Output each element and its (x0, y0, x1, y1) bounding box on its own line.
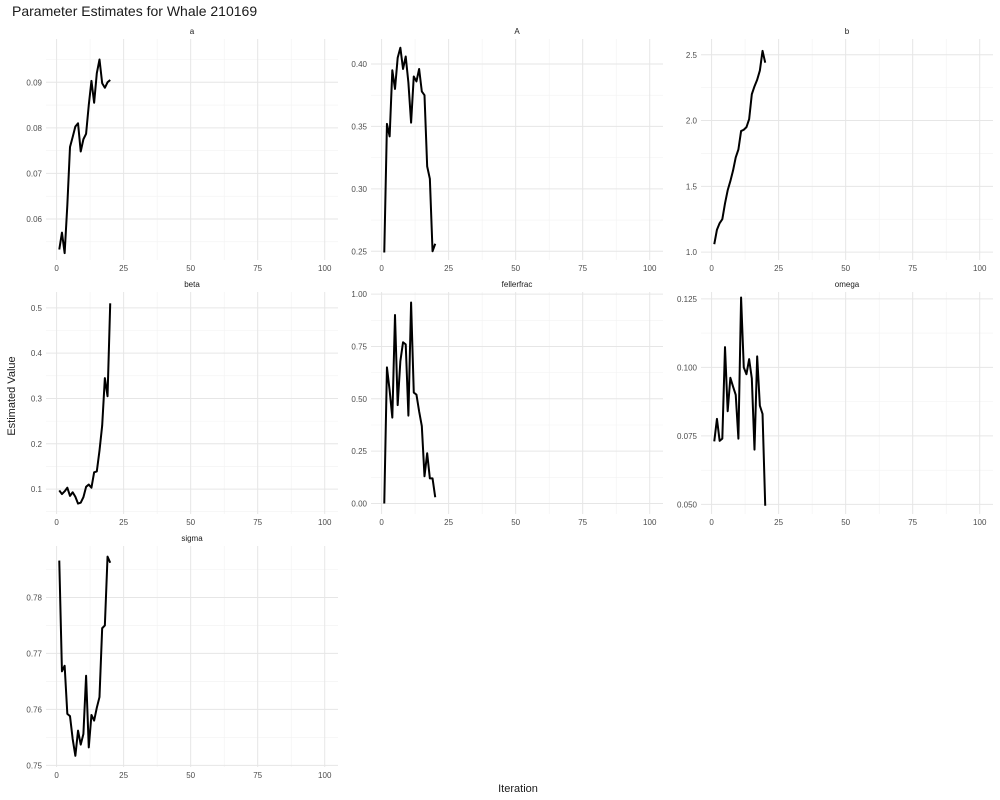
x-tick-label: 50 (841, 264, 850, 273)
y-tick-label: 1.0 (686, 248, 698, 257)
series-line-omega (713, 296, 767, 506)
facet-strip-label: A (514, 27, 520, 36)
y-tick-label: 2.0 (686, 117, 698, 126)
x-tick-label: 75 (908, 518, 917, 527)
x-tick-label: 0 (54, 771, 59, 780)
series-line-fellerfrac (383, 301, 437, 504)
facet-strip-label: beta (184, 280, 200, 289)
y-tick-label: 0.100 (677, 363, 698, 372)
facet-panel-omega: 0 25 50 75 100 0.050 0.075 0.100 0.125 omega (677, 280, 993, 527)
x-tick-label: 25 (444, 518, 453, 527)
x-tick-label: 0 (709, 518, 714, 527)
facet-strip-label: fellerfrac (502, 280, 533, 289)
x-tick-label: 75 (578, 518, 587, 527)
y-tick-label: 0.40 (351, 60, 367, 69)
y-tick-label: 0.76 (26, 705, 42, 714)
facet-panel-beta: 0 25 50 75 100 0.1 0.2 0.3 0.4 0.5 beta (31, 280, 338, 527)
y-tick-label: 0.30 (351, 185, 367, 194)
facet-strip-label: sigma (181, 534, 203, 543)
y-tick-label: 0.50 (351, 395, 367, 404)
x-tick-label: 25 (774, 518, 783, 527)
facet-strip-label: a (190, 27, 195, 36)
x-tick-label: 50 (186, 771, 195, 780)
x-tick-label: 50 (511, 518, 520, 527)
x-tick-label: 25 (444, 264, 453, 273)
series-line-beta (58, 303, 112, 505)
y-tick-label: 0.35 (351, 122, 367, 131)
facet-strip-label: b (845, 27, 850, 36)
facet-panel-a: 0 25 50 75 100 0.06 0.07 0.08 0.09 a (26, 27, 338, 273)
x-tick-label: 75 (578, 264, 587, 273)
x-tick-label: 100 (973, 518, 987, 527)
x-tick-label: 50 (841, 518, 850, 527)
x-tick-label: 0 (379, 264, 384, 273)
y-tick-label: 0.4 (31, 349, 43, 358)
x-tick-label: 100 (318, 264, 332, 273)
x-tick-label: 100 (643, 518, 657, 527)
x-tick-label: 50 (186, 518, 195, 527)
x-tick-label: 50 (186, 264, 195, 273)
y-tick-label: 0.125 (677, 295, 698, 304)
y-tick-label: 0.09 (26, 78, 42, 87)
x-tick-label: 100 (318, 518, 332, 527)
x-tick-label: 25 (119, 771, 128, 780)
x-tick-label: 0 (54, 264, 59, 273)
y-tick-label: 0.2 (31, 440, 43, 449)
x-tick-label: 25 (119, 518, 128, 527)
x-tick-label: 0 (379, 518, 384, 527)
y-tick-label: 0.06 (26, 215, 42, 224)
y-tick-label: 0.00 (351, 500, 367, 509)
y-tick-label: 0.77 (26, 649, 42, 658)
y-tick-label: 0.050 (677, 500, 698, 509)
series-line-A (383, 46, 437, 253)
facet-panel-A: 0 25 50 75 100 0.25 0.30 0.35 0.40 A (351, 27, 663, 273)
y-tick-label: 0.75 (26, 761, 42, 770)
y-tick-label: 0.78 (26, 593, 42, 602)
facet-panel-b: 0 25 50 75 100 1.0 1.5 2.0 2.5 b (686, 27, 993, 273)
x-tick-label: 100 (973, 264, 987, 273)
series-line-a (58, 58, 111, 255)
x-tick-label: 0 (54, 518, 59, 527)
facet-panel-sigma: 0 25 50 75 100 0.75 0.76 0.77 0.78 sigma (26, 534, 338, 780)
series-line-sigma (58, 555, 112, 757)
y-tick-label: 0.075 (677, 432, 698, 441)
series-line-b (713, 49, 767, 245)
x-tick-label: 75 (253, 771, 262, 780)
x-tick-label: 100 (643, 264, 657, 273)
y-tick-label: 0.5 (31, 304, 43, 313)
x-tick-label: 100 (318, 771, 332, 780)
facet-strip-label: omega (835, 280, 860, 289)
x-axis-title: Iteration (498, 783, 538, 795)
facet-panel-fellerfrac: 0 25 50 75 100 0.00 0.25 0.50 0.75 1.00 fellerfrac (351, 280, 663, 527)
x-tick-label: 75 (908, 264, 917, 273)
x-tick-label: 75 (253, 264, 262, 273)
y-tick-label: 1.00 (351, 290, 367, 299)
x-tick-label: 0 (709, 264, 714, 273)
x-tick-label: 50 (511, 264, 520, 273)
y-tick-label: 0.75 (351, 342, 367, 351)
y-tick-label: 0.3 (31, 394, 43, 403)
y-tick-label: 2.5 (686, 51, 698, 60)
x-tick-label: 75 (253, 518, 262, 527)
y-tick-label: 1.5 (686, 182, 698, 191)
x-tick-label: 25 (774, 264, 783, 273)
chart-title: Parameter Estimates for Whale 210169 (12, 3, 258, 19)
x-tick-label: 25 (119, 264, 128, 273)
y-tick-label: 0.25 (351, 447, 367, 456)
y-tick-label: 0.1 (31, 485, 43, 494)
y-tick-label: 0.07 (26, 169, 42, 178)
y-tick-label: 0.25 (351, 247, 367, 256)
y-tick-label: 0.08 (26, 124, 42, 133)
